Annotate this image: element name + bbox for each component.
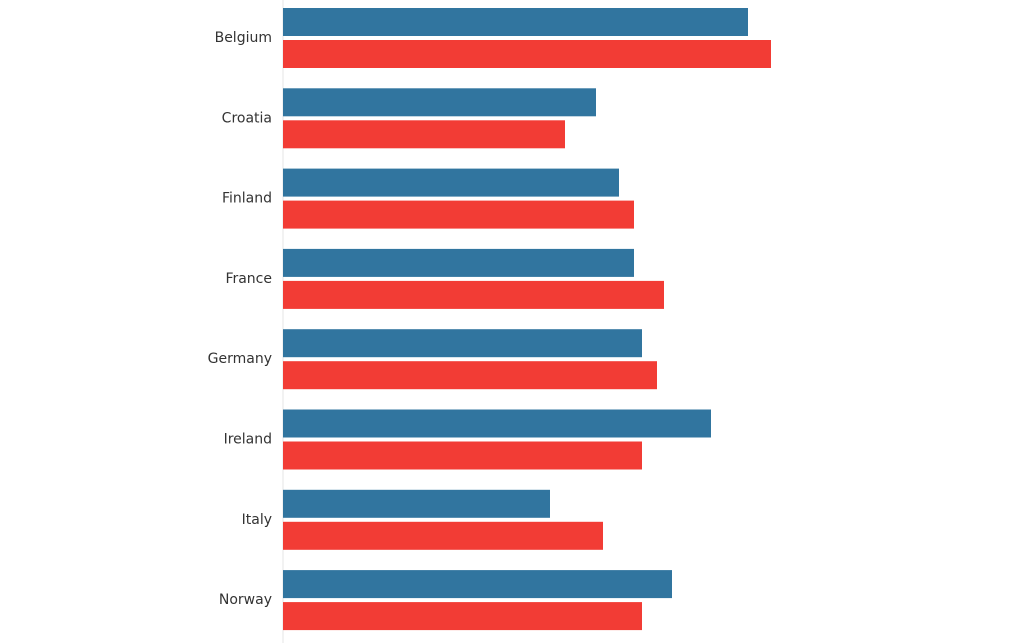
bars (283, 8, 771, 631)
category-label-ireland: Ireland (224, 432, 272, 448)
category-label-norway: Norway (219, 592, 272, 608)
bar-italy-series-2 (283, 521, 603, 550)
bar-italy-series-1 (283, 489, 550, 518)
category-label-france: France (225, 271, 272, 287)
bar-norway-series-1 (283, 570, 672, 599)
category-label-belgium: Belgium (215, 30, 272, 46)
bar-ireland-series-1 (283, 409, 711, 438)
bar-france-series-2 (283, 280, 664, 309)
category-label-finland: Finland (222, 191, 272, 207)
category-label-germany: Germany (208, 351, 272, 367)
bar-germany-series-1 (283, 329, 642, 358)
bar-finland-series-2 (283, 200, 634, 229)
bar-belgium-series-1 (283, 8, 748, 36)
bar-croatia-series-1 (283, 88, 596, 117)
bar-finland-series-1 (283, 168, 619, 197)
bar-belgium-series-2 (283, 40, 771, 68)
bar-ireland-series-2 (283, 441, 642, 470)
category-label-italy: Italy (242, 512, 272, 528)
bar-france-series-1 (283, 248, 634, 277)
category-labels: Belgium Croatia Finland France Germany Irelan… (208, 30, 272, 608)
bar-croatia-series-2 (283, 120, 565, 149)
category-label-croatia: Croatia (222, 110, 272, 126)
bar-norway-series-2 (283, 602, 642, 631)
bar-germany-series-2 (283, 361, 657, 390)
